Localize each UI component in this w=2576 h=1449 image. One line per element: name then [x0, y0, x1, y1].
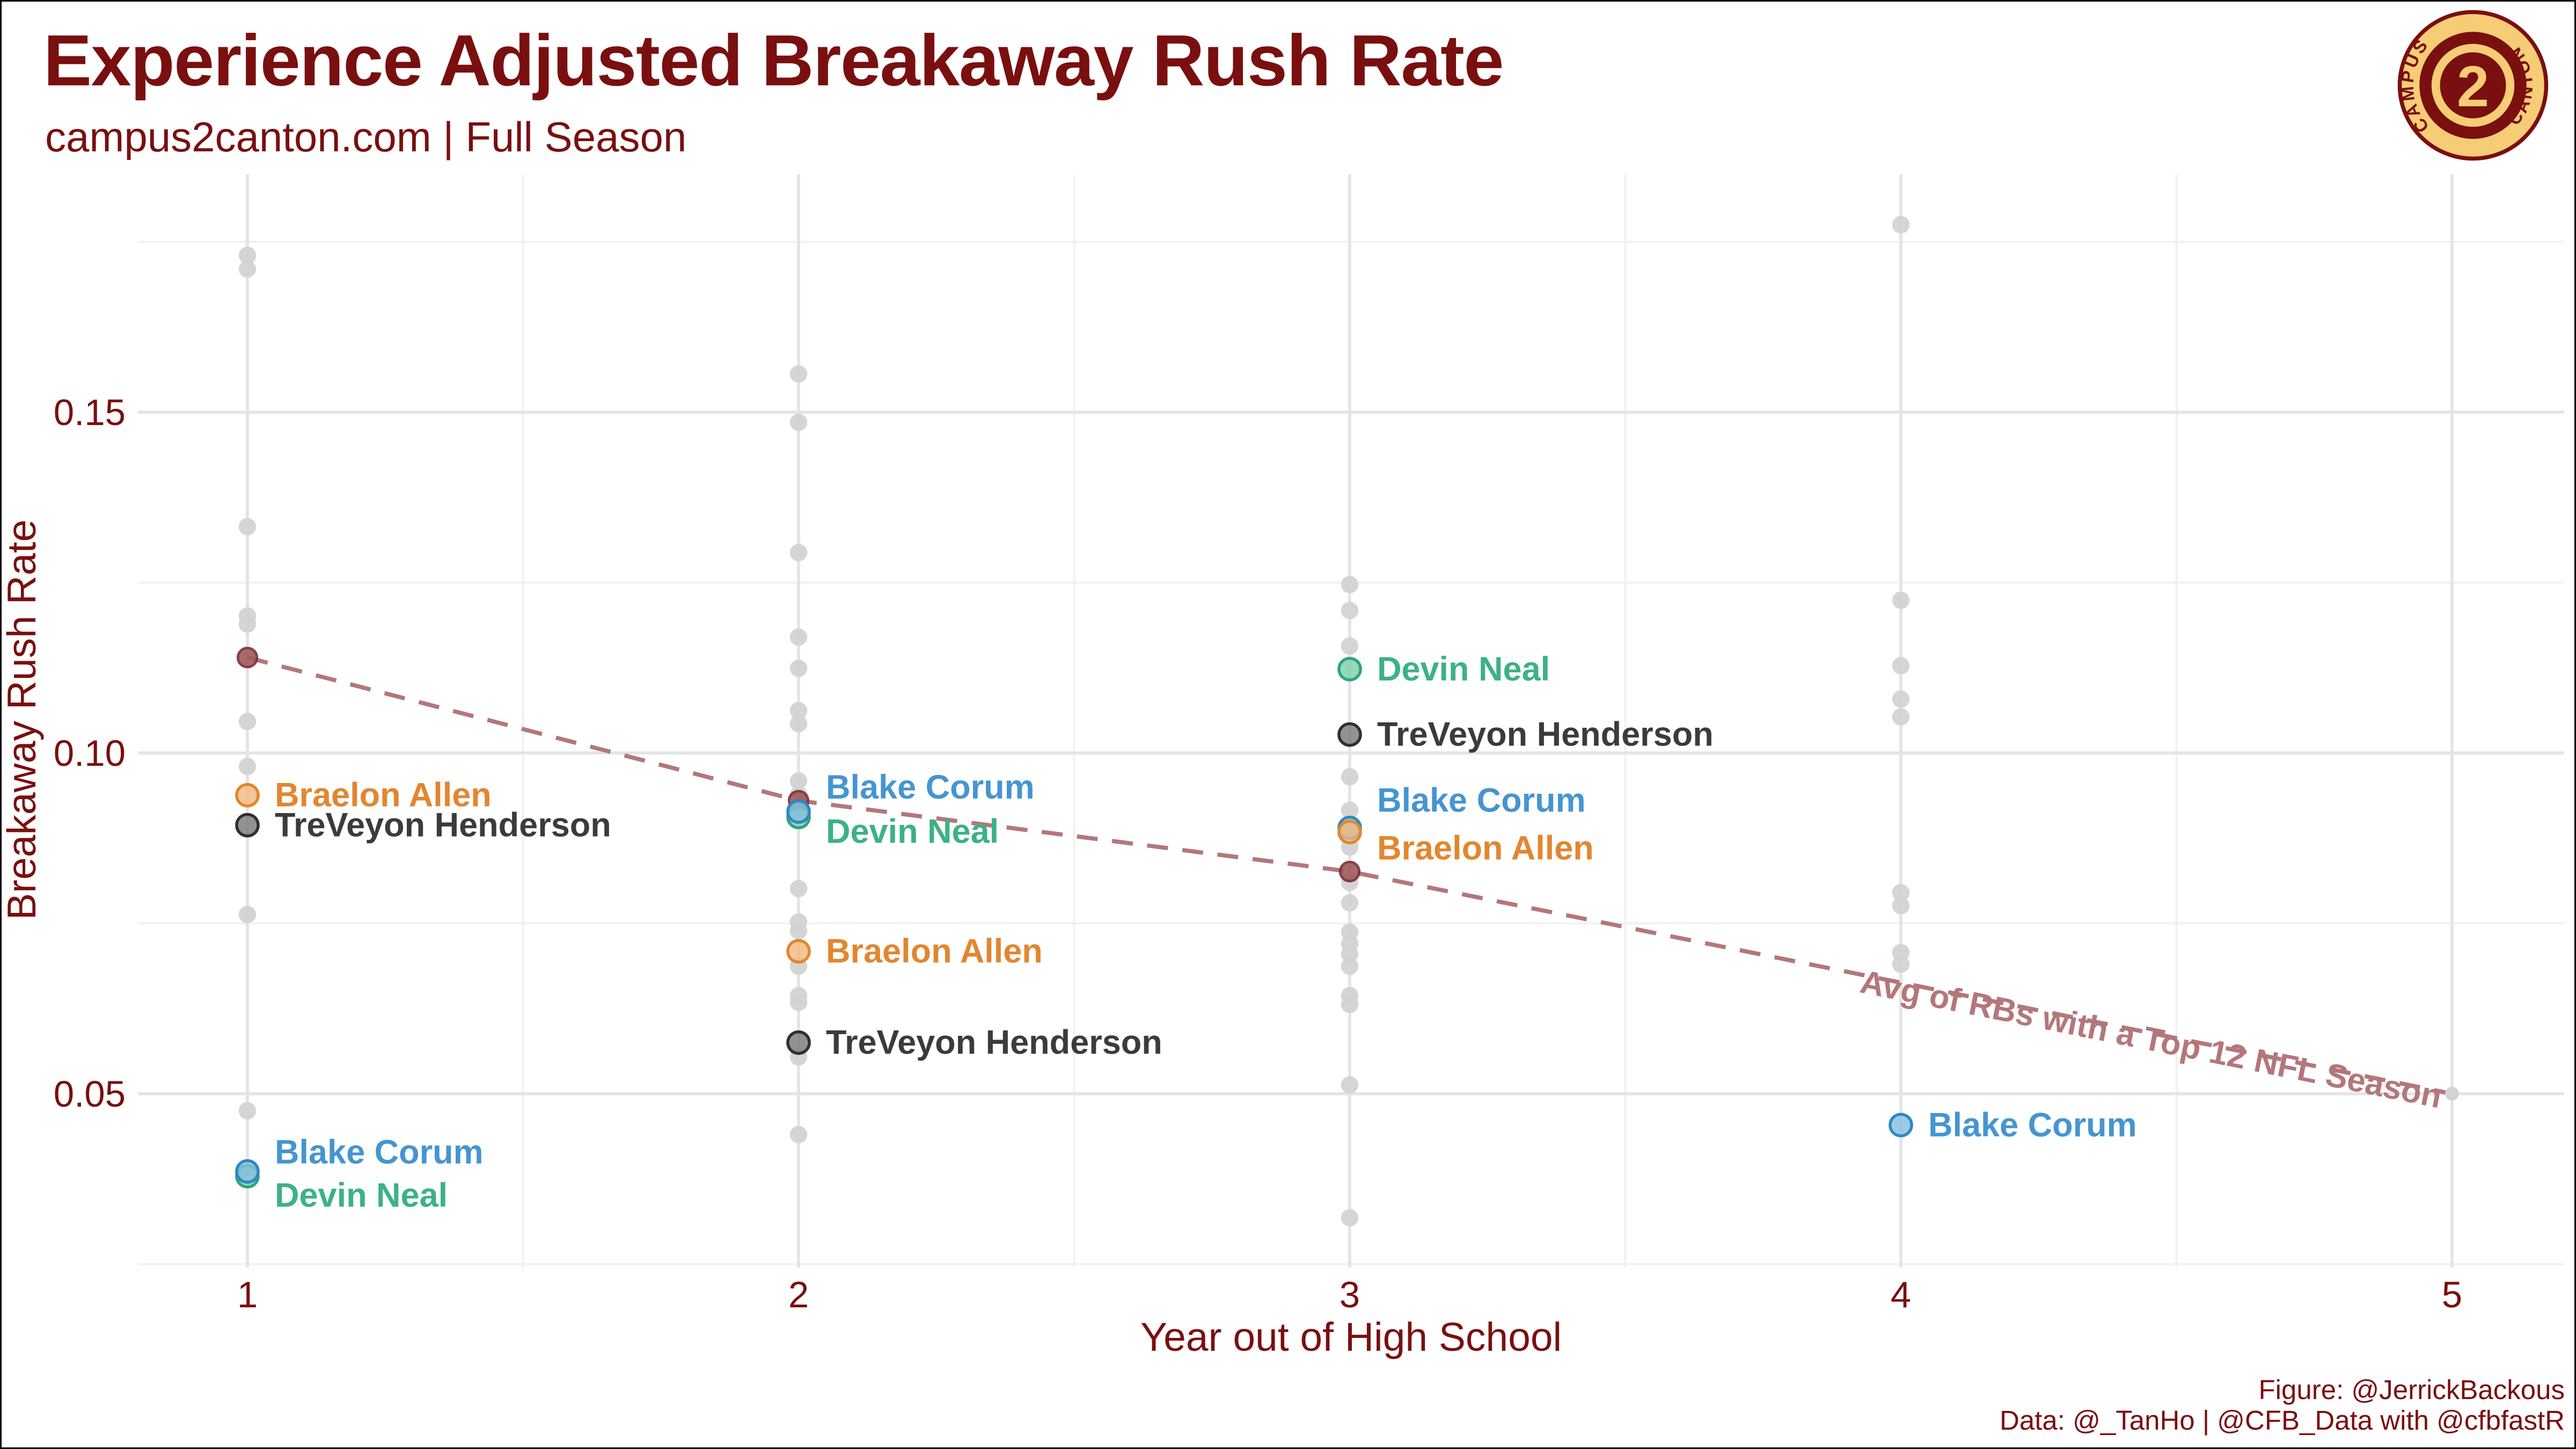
gray-point	[238, 905, 257, 924]
gray-point	[1341, 957, 1359, 975]
player-label-blake-corum: Blake Corum	[1377, 782, 1586, 819]
player-point-braelon-allen	[235, 782, 260, 808]
attribution: Figure: @JerrickBackous Data: @_TanHo | …	[2000, 1375, 2565, 1436]
gray-point	[1892, 657, 1910, 675]
player-point-blake-corum	[786, 799, 811, 824]
gray-point	[1341, 1209, 1359, 1227]
gray-point	[789, 715, 808, 733]
gray-point	[789, 993, 808, 1012]
gray-point	[1892, 955, 1910, 973]
player-point-treveyon-henderson	[786, 1030, 811, 1055]
trend-avg-point	[1338, 860, 1361, 883]
trend-end-point	[2445, 1087, 2459, 1101]
gray-point	[1892, 708, 1910, 726]
x-tick-label: 3	[1340, 1274, 1360, 1315]
gray-point	[1341, 576, 1359, 594]
x-tick-label: 2	[788, 1274, 809, 1315]
player-label-devin-neal: Devin Neal	[826, 813, 999, 850]
gray-point	[789, 365, 808, 383]
trend-avg-point	[236, 647, 259, 669]
logo-center-disc	[2440, 52, 2506, 119]
attribution-figure: Figure: @JerrickBackous	[2258, 1375, 2565, 1406]
logo-number-2: 2	[2457, 54, 2489, 119]
player-label-devin-neal: Devin Neal	[275, 1177, 448, 1214]
player-label-blake-corum: Blake Corum	[1928, 1106, 2137, 1144]
player-point-braelon-allen	[786, 939, 811, 964]
gray-point	[238, 518, 257, 536]
gray-point	[1341, 801, 1359, 819]
gray-point	[238, 260, 257, 278]
gray-point	[1341, 768, 1359, 786]
player-label-treveyon-henderson: TreVeyon Henderson	[826, 1024, 1162, 1062]
y-tick-label: 0.10	[54, 733, 126, 774]
player-label-blake-corum: Blake Corum	[275, 1133, 484, 1171]
page-subtitle: campus2canton.com | Full Season	[45, 113, 687, 161]
player-label-devin-neal: Devin Neal	[1377, 650, 1550, 688]
player-label-braelon-allen: Braelon Allen	[275, 777, 492, 814]
attribution-data: Data: @_TanHo | @CFB_Data with @cfbfastR	[2000, 1406, 2565, 1436]
gray-point	[789, 772, 808, 790]
gray-point	[789, 413, 808, 431]
x-tick-label: 4	[1891, 1274, 1911, 1315]
gray-point	[238, 615, 257, 633]
player-point-blake-corum	[235, 1159, 260, 1184]
x-axis-title: Year out of High School	[1140, 1314, 1562, 1359]
player-label-blake-corum: Blake Corum	[826, 769, 1035, 806]
gray-point	[1341, 602, 1359, 619]
x-tick-label: 1	[237, 1274, 258, 1315]
gray-point	[1341, 945, 1359, 963]
gray-point	[789, 880, 808, 897]
player-label-braelon-allen: Braelon Allen	[1377, 829, 1594, 867]
gray-point	[1892, 591, 1910, 609]
player-point-devin-neal	[1337, 656, 1362, 682]
gray-point	[1892, 884, 1910, 902]
gray-point	[1341, 1076, 1359, 1094]
campus2canton-logo: CAMPUS CANTON 2	[2397, 10, 2549, 161]
gray-point	[238, 758, 257, 775]
gray-point	[789, 1125, 808, 1144]
gray-point	[1892, 216, 1910, 233]
gray-point	[789, 628, 808, 646]
gray-point	[789, 660, 808, 677]
gray-point	[238, 1102, 257, 1119]
player-point-braelon-allen	[1337, 819, 1362, 845]
y-tick-label: 0.05	[54, 1073, 126, 1115]
x-tick-label: 5	[2442, 1274, 2462, 1315]
gray-point	[1341, 894, 1359, 912]
player-point-treveyon-henderson	[235, 813, 260, 838]
player-label-treveyon-henderson: TreVeyon Henderson	[1377, 716, 1714, 753]
page-title: Experience Adjusted Breakaway Rush Rate	[43, 19, 1504, 101]
gray-point	[1892, 897, 1910, 914]
y-axis-title: Breakaway Rush Rate	[0, 519, 44, 920]
player-point-blake-corum	[1889, 1113, 1913, 1138]
player-label-braelon-allen: Braelon Allen	[826, 933, 1043, 970]
gray-point	[789, 544, 808, 561]
gray-point	[1341, 996, 1359, 1013]
gray-point	[1892, 690, 1910, 708]
logo-mid-ring	[2419, 32, 2527, 139]
gray-point	[1341, 637, 1359, 655]
player-point-treveyon-henderson	[1337, 722, 1362, 747]
gray-point	[789, 922, 808, 940]
gray-point	[238, 713, 257, 730]
player-label-treveyon-henderson: TreVeyon Henderson	[275, 807, 611, 844]
gray-point	[238, 246, 257, 265]
y-tick-label: 0.15	[54, 392, 126, 433]
gray-point	[789, 702, 808, 720]
